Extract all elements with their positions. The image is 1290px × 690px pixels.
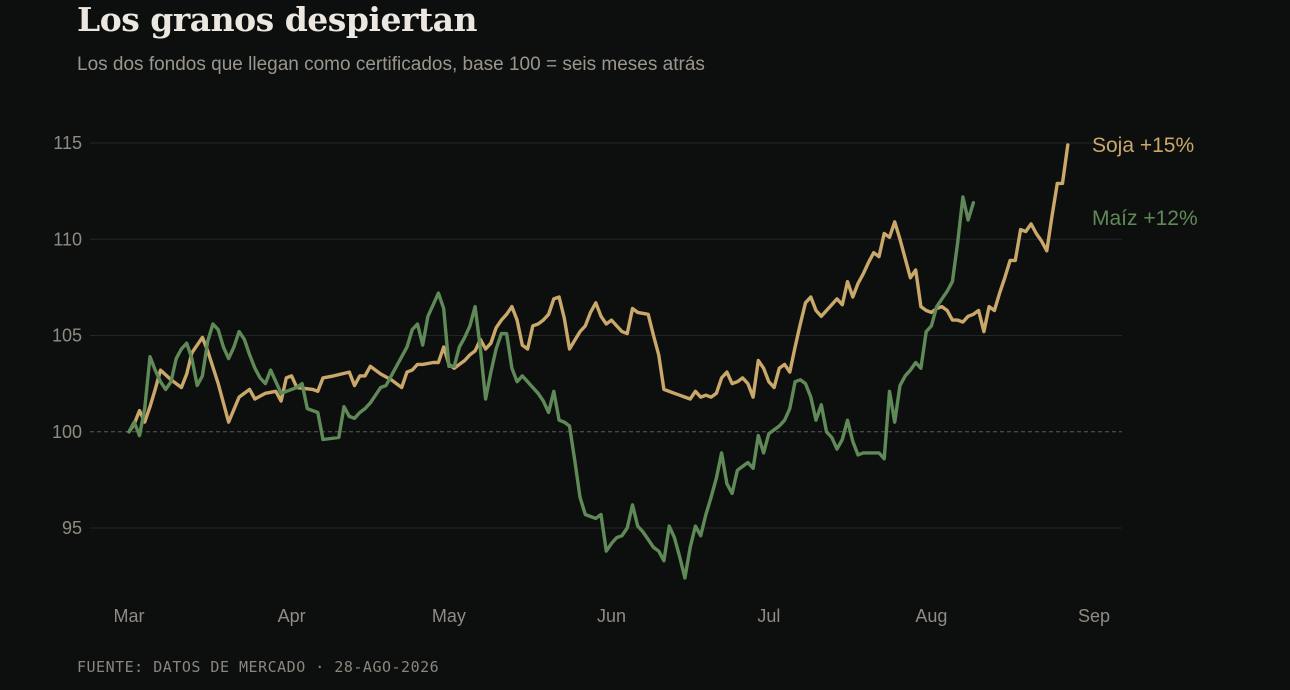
chart-title: Los granos despiertan — [77, 0, 477, 39]
label-layer: 95 100 105 110 115 Mar Apr May Jun Jul Aug Sep Soja … — [52, 133, 1198, 626]
series-layer — [127, 143, 1070, 580]
y-tick-label: 95 — [62, 518, 82, 538]
series-end-label-maiz: Maíz +12% — [1092, 207, 1198, 230]
x-tick-label: Apr — [278, 606, 306, 626]
x-tick-label: Jun — [597, 606, 626, 626]
y-tick-label: 115 — [53, 133, 82, 153]
x-tick-label: Jul — [757, 606, 780, 626]
series-line-soja — [127, 143, 1070, 434]
y-tick-label: 105 — [52, 326, 82, 346]
x-tick-label: Mar — [114, 606, 145, 626]
series-line-maiz — [127, 195, 976, 580]
x-tick-label: Aug — [915, 606, 947, 626]
grid-layer — [90, 142, 1122, 529]
y-tick-label: 100 — [52, 422, 82, 442]
x-tick-label: Sep — [1078, 606, 1110, 626]
chart-subtitle: Los dos fondos que llegan como certifica… — [77, 54, 705, 75]
series-end-label-soja: Soja +15% — [1092, 134, 1194, 157]
x-tick-label: May — [432, 606, 466, 626]
y-tick-label: 110 — [53, 229, 82, 249]
source-note: FUENTE: DATOS DE MERCADO · 28-AGO-2026 — [77, 658, 440, 676]
